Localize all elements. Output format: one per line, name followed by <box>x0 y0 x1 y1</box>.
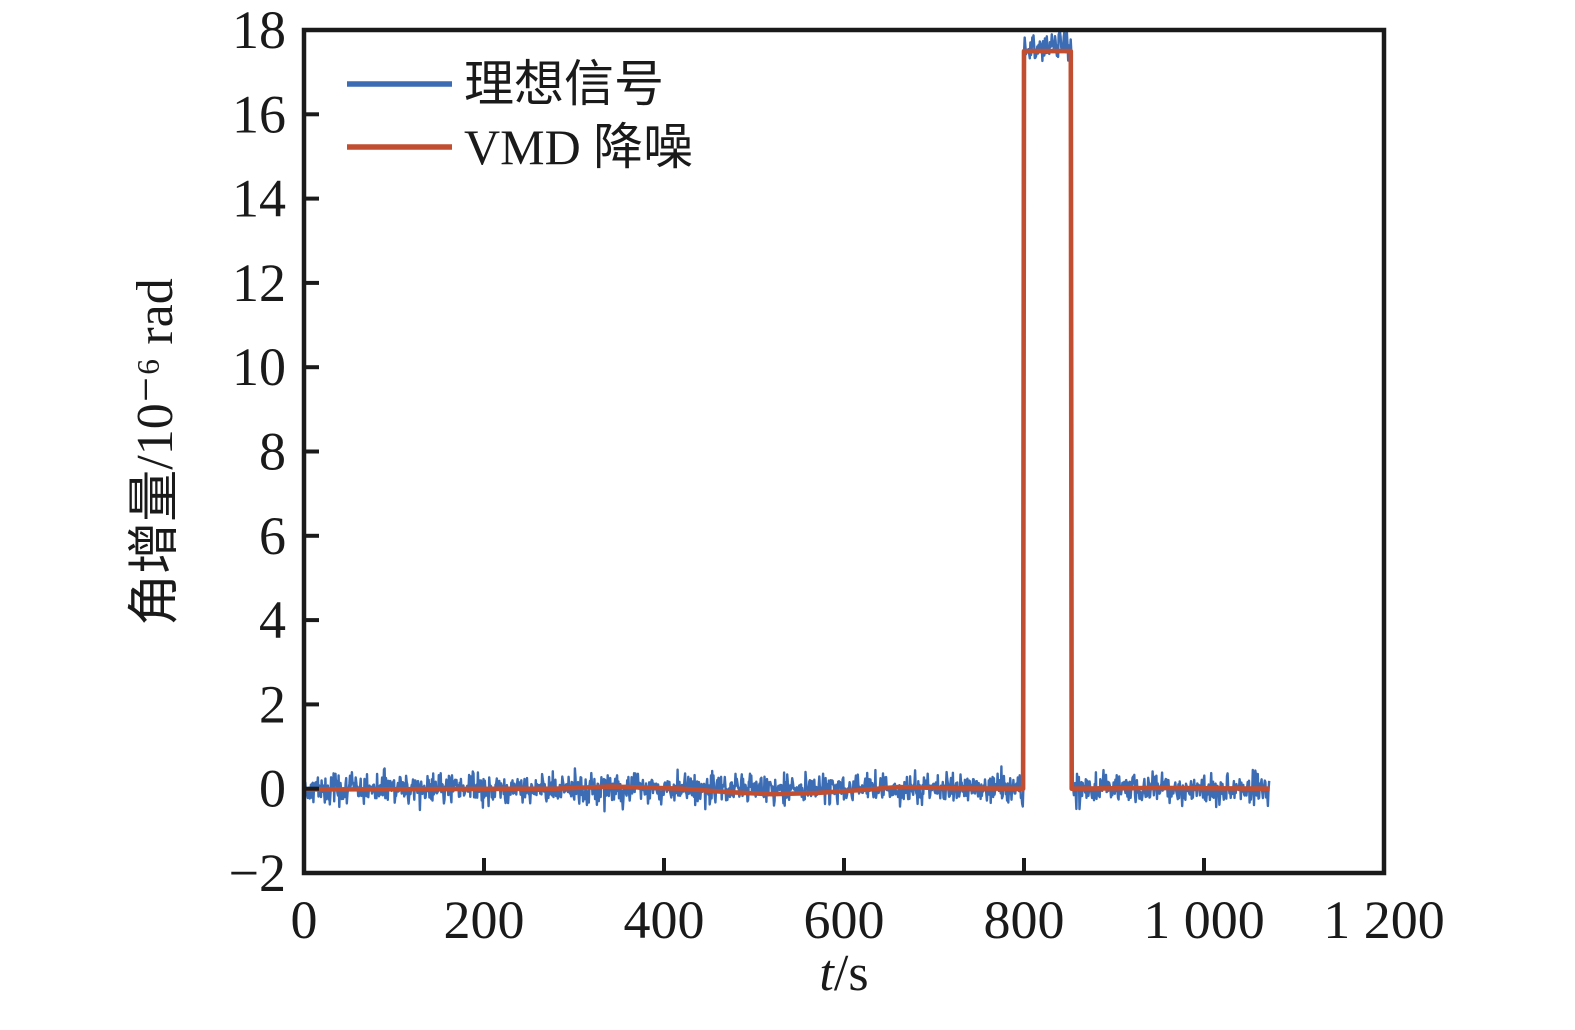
y-tick-label: 8 <box>259 422 286 482</box>
y-axis-tick-labels: −2 0 2 4 6 8 10 12 14 16 18 <box>229 0 286 903</box>
x-tick-label: 800 <box>984 890 1065 950</box>
y-tick-label: 2 <box>259 674 286 734</box>
y-tick-label: −2 <box>229 843 286 903</box>
x-axis-label: t/s <box>819 945 868 1002</box>
vmd-denoise-series <box>304 48 1270 797</box>
x-tick-label: 200 <box>444 890 525 950</box>
x-tick-label: 400 <box>624 890 705 950</box>
y-tick-label: 6 <box>259 506 286 566</box>
y-tick-label: 16 <box>232 84 286 144</box>
y-tick-label: 4 <box>259 590 286 650</box>
legend-label-vmd-denoise: VMD 降噪 <box>464 119 693 175</box>
x-tick-label: 600 <box>804 890 885 950</box>
y-tick-label: 18 <box>232 0 286 60</box>
x-axis-ticks <box>302 858 1386 873</box>
y-tick-label: 14 <box>232 169 286 229</box>
y-axis-ticks <box>304 28 319 875</box>
x-tick-label: 1 000 <box>1143 890 1265 950</box>
y-tick-label: 10 <box>232 337 286 397</box>
y-tick-label: 0 <box>259 759 286 819</box>
x-axis-tick-labels: 0 200 400 600 800 1 000 1 200 <box>291 890 1445 950</box>
legend-label-ideal-signal: 理想信号 <box>464 56 664 112</box>
y-tick-label: 12 <box>232 253 286 313</box>
y-axis-label: 角增量/10⁻⁶ rad <box>127 278 184 625</box>
x-tick-label: 0 <box>291 890 318 950</box>
x-tick-label: 1 200 <box>1323 890 1445 950</box>
legend: 理想信号 VMD 降噪 <box>347 56 693 175</box>
